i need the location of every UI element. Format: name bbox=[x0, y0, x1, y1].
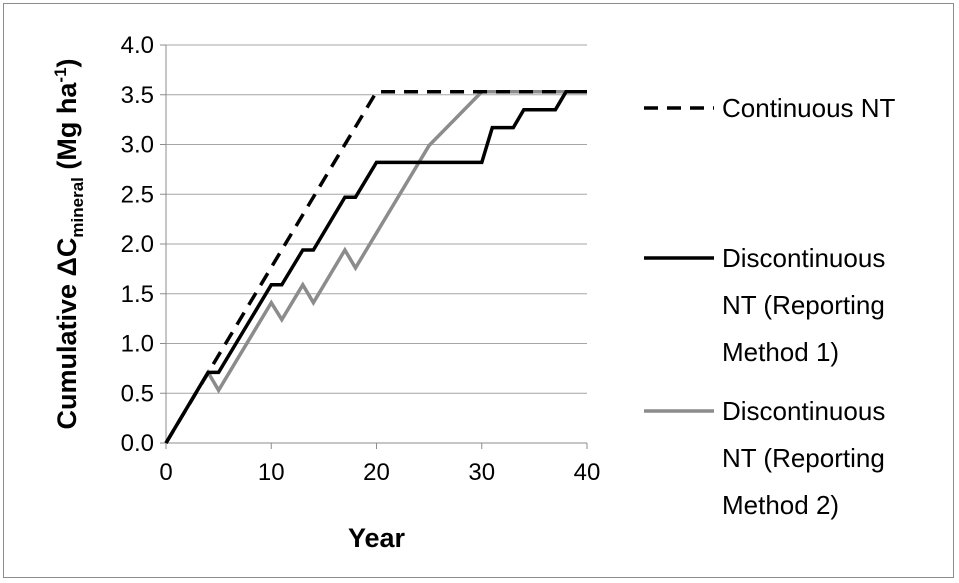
legend-label-2-line-3: Method 1) bbox=[722, 337, 839, 367]
y-axis-title-unit-close: ) bbox=[52, 58, 82, 67]
x-tick-label-4: 40 bbox=[574, 459, 601, 486]
x-tick-label-0: 0 bbox=[159, 459, 172, 486]
y-axis-title-unit-open: (Mg ha bbox=[52, 82, 82, 177]
chart-frame bbox=[3, 3, 954, 578]
y-tick-label-7: 3.5 bbox=[121, 82, 154, 109]
series-line-1 bbox=[164, 90, 587, 444]
legend-label-3-line-2: NT (Reporting bbox=[722, 443, 885, 473]
series-line-2 bbox=[164, 90, 587, 444]
x-tick-label-3: 30 bbox=[468, 459, 495, 486]
x-tick-labels: 0 10 20 30 40 bbox=[159, 459, 600, 486]
y-tick-label-8: 4.0 bbox=[121, 32, 154, 59]
legend-label-2-line-2: NT (Reporting bbox=[722, 290, 885, 320]
y-axis-title-prefix: Cumulative ΔC bbox=[52, 238, 82, 430]
y-axis-title-subscript: mineral bbox=[68, 177, 87, 237]
legend-label-2-line-1: Discontinuous bbox=[722, 243, 885, 273]
y-tick-label-0: 0.0 bbox=[121, 430, 154, 457]
y-tick-labels: 0.0 0.5 1.0 1.5 2.0 2.5 3.0 3.5 4.0 bbox=[121, 32, 154, 457]
y-tick-label-3: 1.5 bbox=[121, 281, 154, 308]
series-lines bbox=[164, 90, 587, 444]
y-tick-label-6: 3.0 bbox=[121, 132, 154, 159]
y-axis-title-superscript: -1 bbox=[51, 67, 70, 82]
legend: Continuous NT Discontinuous NT (Reporting M… bbox=[644, 93, 896, 520]
legend-label-1-line-1: Continuous NT bbox=[722, 93, 896, 123]
y-tick-label-1: 0.5 bbox=[121, 380, 154, 407]
y-tick-label-5: 2.5 bbox=[121, 181, 154, 208]
series-line-3 bbox=[164, 90, 587, 444]
y-tick-label-4: 2.0 bbox=[121, 231, 154, 258]
legend-label-3-line-3: Method 2) bbox=[722, 490, 839, 520]
y-tick-label-2: 1.0 bbox=[121, 331, 154, 358]
x-tick-label-2: 20 bbox=[363, 459, 390, 486]
y-axis-title: Cumulative ΔCmineral (Mg ha-1) bbox=[51, 58, 87, 429]
x-tick-label-1: 10 bbox=[258, 459, 285, 486]
x-axis-title: Year bbox=[348, 523, 406, 553]
axes bbox=[160, 44, 588, 449]
legend-label-3-line-1: Discontinuous bbox=[722, 396, 885, 426]
